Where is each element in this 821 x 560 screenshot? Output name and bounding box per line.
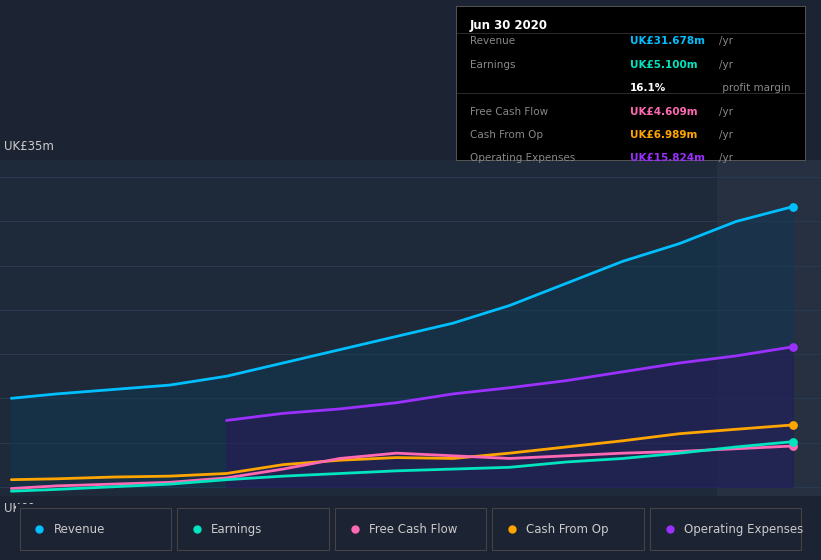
- Text: Operating Expenses: Operating Expenses: [684, 522, 803, 536]
- Text: Free Cash Flow: Free Cash Flow: [369, 522, 457, 536]
- Text: Operating Expenses: Operating Expenses: [470, 153, 575, 164]
- Bar: [650, 508, 801, 550]
- Text: Earnings: Earnings: [211, 522, 263, 536]
- Point: [787, 202, 800, 211]
- Text: Cash From Op: Cash From Op: [526, 522, 609, 536]
- Bar: [335, 508, 486, 550]
- Text: UK£6.989m: UK£6.989m: [631, 130, 698, 140]
- Text: /yr: /yr: [719, 130, 733, 140]
- Text: Revenue: Revenue: [470, 36, 515, 46]
- Text: 16.1%: 16.1%: [631, 83, 667, 93]
- Text: /yr: /yr: [719, 153, 733, 164]
- Text: Earnings: Earnings: [470, 60, 515, 70]
- Text: /yr: /yr: [719, 36, 733, 46]
- Point: [787, 421, 800, 430]
- Text: profit margin: profit margin: [719, 83, 791, 93]
- Text: Jun 30 2020: Jun 30 2020: [470, 20, 548, 32]
- Text: /yr: /yr: [719, 106, 733, 116]
- Text: /yr: /yr: [719, 60, 733, 70]
- Text: Revenue: Revenue: [53, 522, 105, 536]
- Text: UK£35m: UK£35m: [4, 140, 54, 153]
- Text: UK£5.100m: UK£5.100m: [631, 60, 698, 70]
- Text: Free Cash Flow: Free Cash Flow: [470, 106, 548, 116]
- Text: Cash From Op: Cash From Op: [470, 130, 543, 140]
- Bar: [177, 508, 328, 550]
- Text: UK£15.824m: UK£15.824m: [631, 153, 705, 164]
- Text: UK£4.609m: UK£4.609m: [631, 106, 698, 116]
- Bar: [493, 508, 644, 550]
- Bar: [20, 508, 171, 550]
- Text: UK£0: UK£0: [4, 502, 35, 515]
- Point: [787, 342, 800, 351]
- Text: UK£31.678m: UK£31.678m: [631, 36, 705, 46]
- Point: [787, 437, 800, 446]
- Point: [787, 441, 800, 450]
- Bar: [717, 160, 821, 496]
